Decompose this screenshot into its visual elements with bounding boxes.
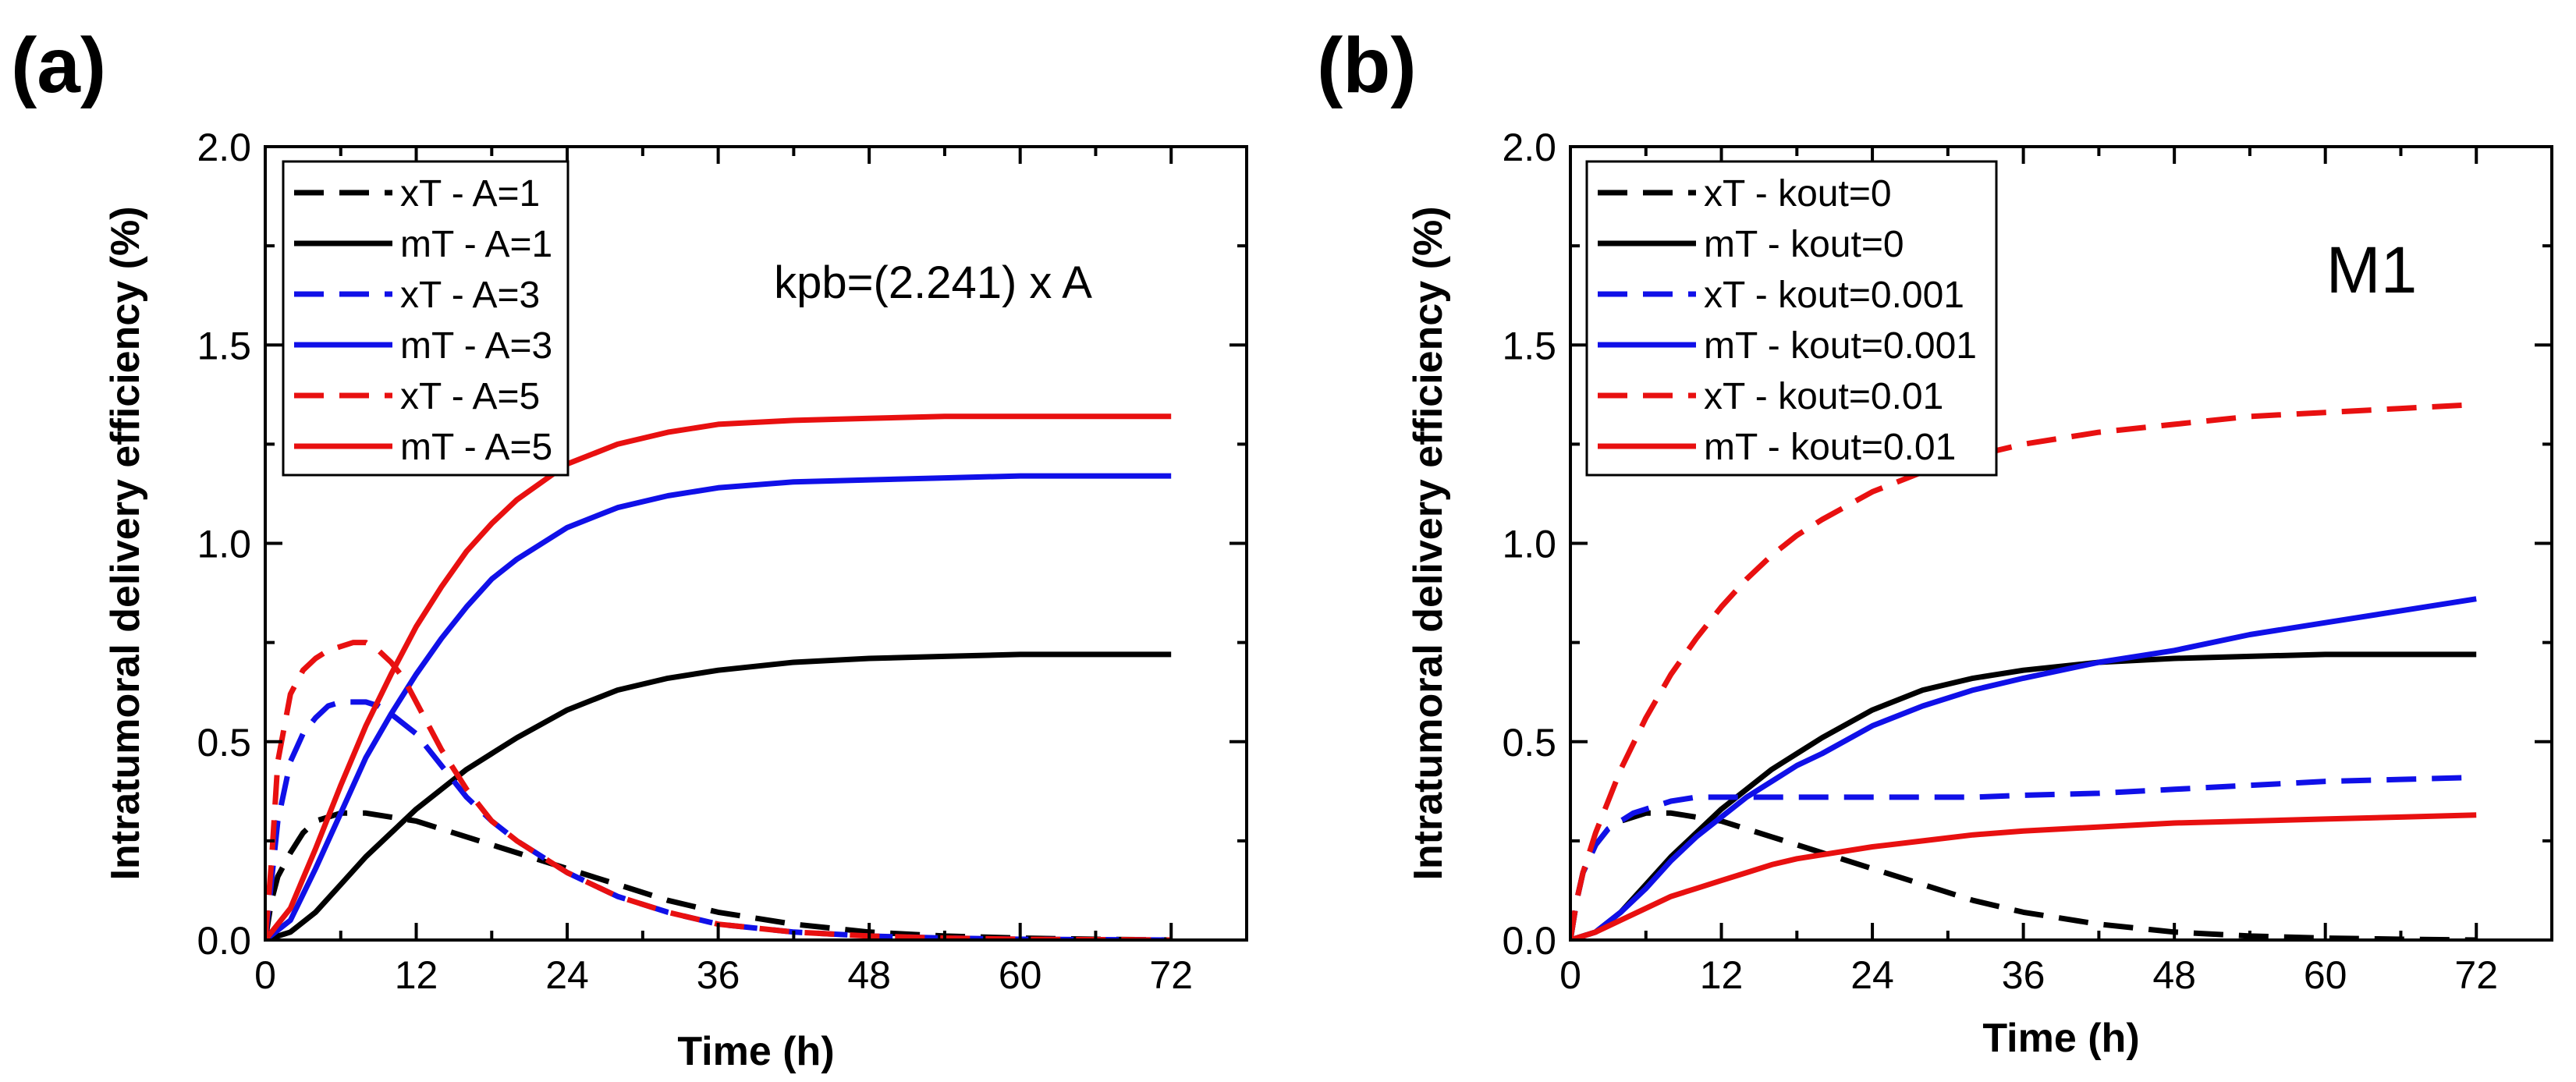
legend-label-0: xT - A=1 bbox=[400, 173, 540, 215]
x-tick-label: 60 bbox=[999, 953, 1042, 997]
legend-label-2: xT - A=3 bbox=[400, 275, 540, 316]
legend-label-1: mT - A=1 bbox=[400, 224, 552, 265]
series-line-2 bbox=[1570, 778, 2476, 941]
legend-label-3: mT - kout=0.001 bbox=[1704, 325, 1977, 367]
x-tick-label: 48 bbox=[2152, 953, 2196, 997]
y-tick-label: 1.0 bbox=[1502, 523, 1556, 566]
legend-label-4: xT - A=5 bbox=[400, 376, 540, 417]
y-tick-label: 2.0 bbox=[197, 126, 251, 169]
x-tick-label: 72 bbox=[1149, 953, 1193, 997]
x-axis-label: Time (h) bbox=[677, 1029, 834, 1074]
legend-label-5: mT - A=5 bbox=[400, 427, 552, 468]
y-tick-label: 0.5 bbox=[1502, 721, 1556, 764]
y-axis-label: Intratumoral delivery efficiency (%) bbox=[103, 206, 148, 880]
series-line-0 bbox=[265, 813, 1171, 940]
y-tick-label: 0.0 bbox=[197, 919, 251, 963]
y-tick-label: 1.5 bbox=[1502, 324, 1556, 367]
x-tick-label: 0 bbox=[1559, 953, 1581, 997]
x-tick-label: 24 bbox=[1850, 953, 1894, 997]
x-tick-label: 36 bbox=[697, 953, 740, 997]
legend: xT - kout=0 mT - kout=0 xT - kout=0.001 mT … bbox=[1587, 161, 1996, 475]
panel-a: (a) 0 12 24 36 48 60 72 0.0 0.5 1.0 1.5 2.0 Time (h) I… bbox=[11, 22, 1247, 1074]
y-axis-label: Intratumoral delivery efficiency (%) bbox=[1406, 206, 1451, 880]
legend-label-3: mT - A=3 bbox=[400, 325, 552, 367]
chart-annotation: M1 bbox=[2326, 233, 2418, 307]
x-axis-label: Time (h) bbox=[1982, 1016, 2139, 1061]
legend-label-5: mT - kout=0.01 bbox=[1704, 427, 1956, 468]
legend: xT - A=1 mT - A=1 xT - A=3 mT - A=3 xT - A=5… bbox=[283, 161, 568, 475]
series-line-3 bbox=[265, 476, 1171, 940]
figure: (a) 0 12 24 36 48 60 72 0.0 0.5 1.0 1.5 2.0 Time (h) I… bbox=[0, 0, 2576, 1082]
series-line-3 bbox=[1570, 599, 2476, 940]
x-tick-label: 12 bbox=[395, 953, 438, 997]
series-line-1 bbox=[1570, 655, 2476, 940]
x-tick-label: 12 bbox=[1700, 953, 1744, 997]
legend-label-1: mT - kout=0 bbox=[1704, 224, 1904, 265]
y-tick-label: 0.5 bbox=[197, 721, 251, 764]
x-tick-label: 72 bbox=[2454, 953, 2498, 997]
x-tick-label: 24 bbox=[545, 953, 589, 997]
y-tick-label: 0.0 bbox=[1502, 919, 1556, 963]
y-tick-label: 1.0 bbox=[197, 523, 251, 566]
x-tick-label: 36 bbox=[2002, 953, 2046, 997]
legend-label-2: xT - kout=0.001 bbox=[1704, 275, 1964, 316]
chart-annotation: kpb=(2.241) x A bbox=[774, 257, 1092, 308]
series-group bbox=[1570, 405, 2476, 941]
series-line-5 bbox=[265, 417, 1171, 940]
x-tick-label: 48 bbox=[847, 953, 891, 997]
panel-b: (b) 0 12 24 36 48 60 72 0.0 0.5 1.0 1.5 2.0 Time (h) I… bbox=[1317, 22, 2552, 1061]
series-group bbox=[265, 417, 1171, 940]
series-line-5 bbox=[1570, 815, 2476, 940]
panel-label: (b) bbox=[1317, 22, 1417, 109]
x-tick-label: 60 bbox=[2304, 953, 2347, 997]
panel-label: (a) bbox=[11, 22, 106, 109]
legend-label-0: xT - kout=0 bbox=[1704, 173, 1892, 215]
x-tick-label: 0 bbox=[254, 953, 276, 997]
y-tick-label: 1.5 bbox=[197, 324, 251, 367]
y-tick-label: 2.0 bbox=[1502, 126, 1556, 169]
series-line-4 bbox=[265, 643, 1171, 940]
legend-label-4: xT - kout=0.01 bbox=[1704, 376, 1943, 417]
